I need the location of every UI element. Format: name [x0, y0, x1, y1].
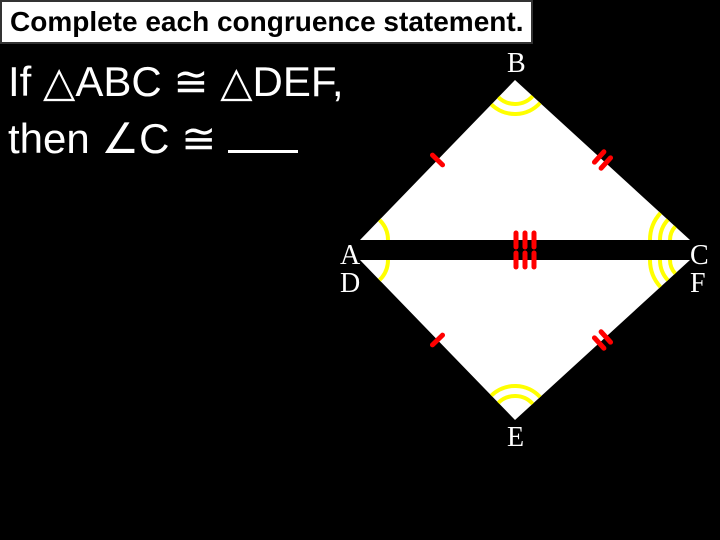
- if-text: If: [8, 58, 43, 105]
- instruction-header: Complete each congruence statement.: [0, 0, 533, 44]
- vertex-label-B: B: [507, 48, 526, 80]
- vertex-label-D: D: [340, 268, 360, 300]
- angle-letter: C: [139, 115, 169, 162]
- instruction-text: Complete each congruence statement.: [10, 6, 523, 37]
- angle-symbol: ∠: [101, 115, 139, 162]
- triangle-symbol-1: △: [43, 58, 75, 105]
- answer-blank: [228, 150, 298, 153]
- vertex-label-F: F: [690, 268, 706, 300]
- then-text: then: [8, 115, 101, 162]
- vertex-label-E: E: [507, 422, 524, 454]
- triangle-symbol-2: △: [220, 58, 252, 105]
- congruent-symbol-1: ≅: [162, 58, 221, 105]
- congruent-symbol-2: ≅: [169, 115, 228, 162]
- triangle-1-name: ABC: [75, 58, 161, 105]
- triangle-2-name: DEF: [253, 58, 332, 105]
- triangle-diagram: B A C D F E: [340, 60, 710, 480]
- diagram-svg: [340, 60, 710, 480]
